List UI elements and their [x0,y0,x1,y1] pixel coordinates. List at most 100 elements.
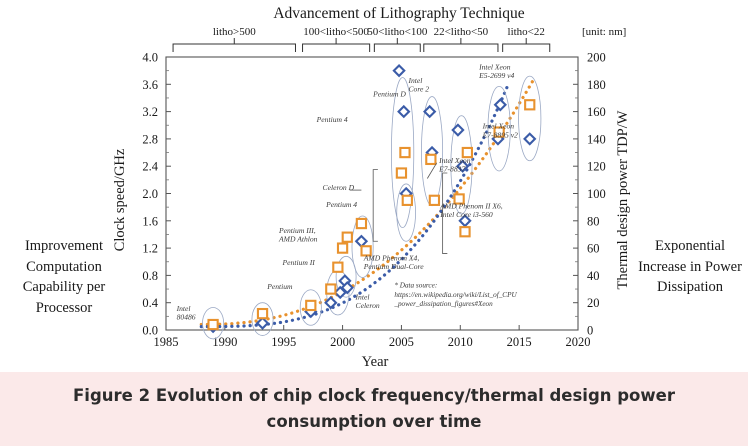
data-point-clock-speed-8 [392,63,406,78]
chip-label-pentium-iii-amd-athlon: Pentium III, AMD Athlon [278,226,318,244]
chip-label-pentium-4-low: Pentium 4 [325,200,357,209]
marker-cluster-ellipse-9 [450,115,473,215]
trend-lines [199,75,537,329]
data-point-tdp-10 [399,146,411,159]
marker-cluster-ellipse-0 [202,307,225,340]
annotation-bracket-celeron-d [372,169,378,242]
data-point-clock-speed-7 [354,234,369,248]
y2-tick-label-40: 40 [587,269,600,283]
litho-bracket-label-2: 50<litho<100 [367,26,428,38]
data-point-tdp-13 [428,194,441,206]
y-axis-left-ticks: 0.0 0.4 0.8 1.2 1.6 2.0 2.4 2.8 3.2 3.6 4.0 [142,51,171,338]
x-tick-label-2020: 2020 [566,335,591,349]
chip-label-amd-phenom-x4-pentium-dual-core: AMD Phenom X4, Pentium Dual-Core [363,253,424,271]
y-axis-right-ticks: 0 20 40 60 80 100 120 140 160 180 200 [573,51,606,338]
figure-caption-bar: Figure 2 Evolution of chip clock frequen… [0,372,748,446]
litho-bracket-4 [502,43,551,52]
litho-bracket-3 [423,43,499,52]
litho-bracket-label-1: 100<litho<500 [303,26,369,38]
marker-cluster-ellipse-7 [396,183,416,242]
litho-bracket-0 [172,43,296,52]
y2-tick-label-120: 120 [587,160,606,174]
data-point-tdp-5 [336,242,349,254]
litho-bracket-label-3: 22<litho<50 [434,26,489,38]
chip-label-intel-80486: Intel 80486 [176,304,196,322]
data-point-clock-speed-6 [340,281,354,295]
data-point-tdp-9 [395,167,408,179]
y2-tick-label-180: 180 [587,78,606,92]
data-point-tdp-0 [207,318,219,331]
y2-tick-label-60: 60 [587,242,600,256]
y-tick-label-4: 4.0 [142,51,158,65]
data-point-tdp-12 [425,153,437,166]
litho-bracket-1 [302,43,371,52]
y2-tick-label-100: 100 [587,187,606,201]
x-tick-label-1995: 1995 [271,335,296,349]
annotation-left-improvement: Improvement Computation Capability per P… [22,238,106,316]
chip-label-pentium-4-high: Pentium 4 [316,115,348,124]
y-axis-left-title: Clock speed/GHz [112,148,128,251]
source-note: * Data source: https://en.wikipedia.org/w… [393,282,517,308]
y-tick-label-1.2: 1.2 [142,242,158,256]
data-point-clock-speed-11 [422,104,437,119]
x-tick-label-2005: 2005 [389,335,414,349]
tdp-trend-curve [199,75,537,327]
data-point-tdp-11 [401,194,413,206]
data-point-tdp-4 [332,261,344,273]
data-point-tdp-15 [459,226,471,238]
data-point-clock-speed-18 [523,132,537,146]
marker-cluster-ellipse-2 [299,289,322,326]
marker-cluster-ellipse-6 [391,77,415,229]
y2-tick-label-160: 160 [587,105,606,119]
chip-label-intel-xeon-e5-2699-v4: Intel Xeon E5-2699 v4 [478,62,514,80]
y-tick-label-0.4: 0.4 [142,296,158,310]
marker-cluster-ellipse-5 [351,215,374,278]
annotation-bracket-phenom [442,172,448,254]
y2-tick-label-80: 80 [587,214,600,228]
clock-speed-trend-curve [199,82,511,329]
x-axis-ticks: 1985 1990 1995 2000 2005 2010 2015 2020 [154,325,591,349]
y2-tick-label-20: 20 [587,296,600,310]
marker-cluster-ellipse-4 [335,255,357,298]
data-point-tdp-18 [524,99,536,111]
y2-tick-label-0: 0 [587,324,593,338]
y-tick-label-3.2: 3.2 [142,105,158,119]
data-point-clock-speed-1 [255,316,270,330]
x-tick-label-2015: 2015 [507,335,532,349]
annotation-leader-1 [426,162,438,179]
x-tick-label-1985: 1985 [154,335,179,349]
y-tick-label-2.8: 2.8 [142,132,158,146]
data-point-tdp-17 [493,126,505,138]
figure-panel: Improvement Computation Capability per P… [22,5,742,370]
chip-annotations: Intel 80486 Pentium Pentium II Pentium III, A… [176,62,518,321]
data-point-clock-speed-17 [493,98,507,112]
litho-bracket-label-0: litho>500 [213,26,256,38]
figure-caption: Figure 2 Evolution of chip clock frequen… [73,386,675,431]
litho-bracket-label-4: litho<22 [508,26,545,38]
x-tick-label-2000: 2000 [330,335,355,349]
data-point-tdp-1 [256,307,269,320]
plot-frame [165,56,579,331]
y-tick-label-2.4: 2.4 [142,160,158,174]
data-point-tdp-8 [360,245,372,257]
chip-label-pentium-d: Pentium D [372,90,406,99]
marker-cluster-ellipse-11 [518,75,542,162]
y-tick-label-0: 0.0 [142,324,158,338]
x-tick-label-1990: 1990 [212,335,237,349]
data-point-tdp-6 [341,231,353,243]
y-tick-label-0.8: 0.8 [142,269,158,283]
y-tick-label-3.6: 3.6 [142,78,158,92]
chip-label-intel-xeon-e7-8895-v2: Intel Xeon E7-8895 v2 [482,122,518,140]
data-point-tdp-16 [461,146,473,159]
data-point-clock-speed-15 [458,214,472,228]
chip-label-intel-core-2: Intel Core 2 [407,76,429,94]
y-axis-right-title: Thermal design power TDP/W [615,110,631,289]
data-point-tdp-14 [453,193,465,205]
annotation-right-power: Exponential Increase in Power Dissipatio… [638,238,742,296]
marker-cluster-ellipse-1 [251,302,274,336]
litho-bracket-2 [373,43,421,52]
data-point-tdp-2 [305,299,317,312]
data-point-clock-speed-13 [451,123,465,137]
marker-cluster-ellipse-10 [487,85,511,172]
